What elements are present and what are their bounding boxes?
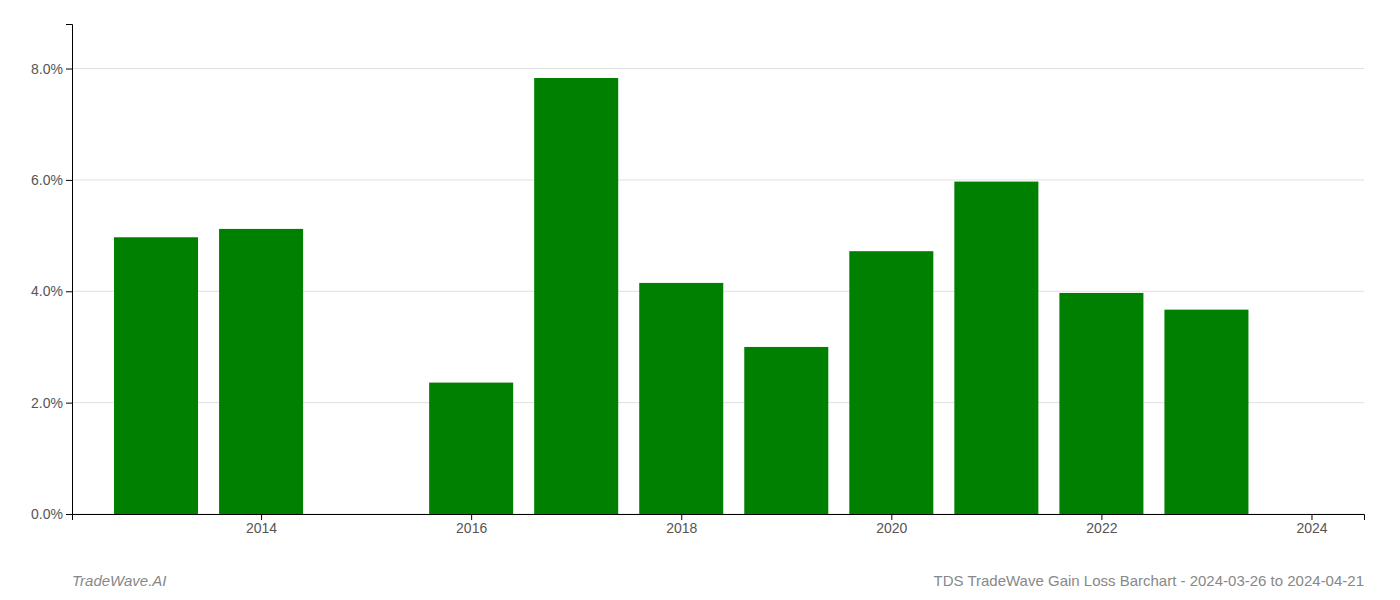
y-tick: 0.0% <box>31 506 72 522</box>
bar <box>1164 310 1248 514</box>
bar <box>114 237 198 514</box>
y-tick: 6.0% <box>31 172 72 188</box>
y-tick: 8.0% <box>31 61 72 77</box>
bar <box>744 347 828 514</box>
bar <box>1059 293 1143 514</box>
bar <box>429 383 513 514</box>
x-tick: 2016 <box>456 514 487 536</box>
y-tick-mark <box>66 403 72 404</box>
bar <box>954 182 1038 514</box>
y-tick-mark <box>66 514 72 515</box>
x-tick: 2024 <box>1296 514 1327 536</box>
x-tick-label: 2022 <box>1086 520 1117 536</box>
y-tick-mark <box>66 180 72 181</box>
y-tick-mark <box>66 69 72 70</box>
grid <box>72 69 1364 514</box>
bar <box>219 229 303 514</box>
x-tick: 2018 <box>666 514 697 536</box>
y-tick-label: 0.0% <box>31 506 63 522</box>
grid-line <box>72 68 1364 69</box>
x-tick: 2022 <box>1086 514 1117 536</box>
bar <box>534 78 618 514</box>
plot-area: 2014 2016 2018 2020 2022 2024 0.0% 2.0% 4.0% 6.0%… <box>31 25 1364 536</box>
x-tick-label: 2018 <box>666 520 697 536</box>
watermark: TradeWave.AI <box>72 572 166 589</box>
x-tick-label: 2016 <box>456 520 487 536</box>
bars <box>114 78 1248 514</box>
chart-svg: 2014 2016 2018 2020 2022 2024 0.0% 2.0% 4.0% 6.0%… <box>0 0 1400 600</box>
x-axis: 2014 2016 2018 2020 2022 2024 <box>73 514 1365 536</box>
y-tick-label: 4.0% <box>31 283 63 299</box>
bar <box>849 251 933 514</box>
y-tick: 2.0% <box>31 395 72 411</box>
x-tick-label: 2020 <box>876 520 907 536</box>
y-axis: 0.0% 2.0% 4.0% 6.0% 8.0% <box>31 25 72 522</box>
grid-line <box>72 179 1364 180</box>
x-tick-label: 2014 <box>246 520 277 536</box>
y-tick-label: 2.0% <box>31 395 63 411</box>
x-tick-label: 2024 <box>1296 520 1327 536</box>
x-tick: 2014 <box>246 514 277 536</box>
y-tick: 4.0% <box>31 283 72 299</box>
y-tick-mark <box>66 291 72 292</box>
bar <box>639 283 723 514</box>
y-tick-label: 6.0% <box>31 172 63 188</box>
y-tick-label: 8.0% <box>31 61 63 77</box>
x-tick: 2020 <box>876 514 907 536</box>
chart-container: 2014 2016 2018 2020 2022 2024 0.0% 2.0% 4.0% 6.0%… <box>0 0 1400 600</box>
y-axis-line <box>66 25 73 515</box>
title: TDS TradeWave Gain Loss Barchart - 2024-… <box>933 572 1364 589</box>
